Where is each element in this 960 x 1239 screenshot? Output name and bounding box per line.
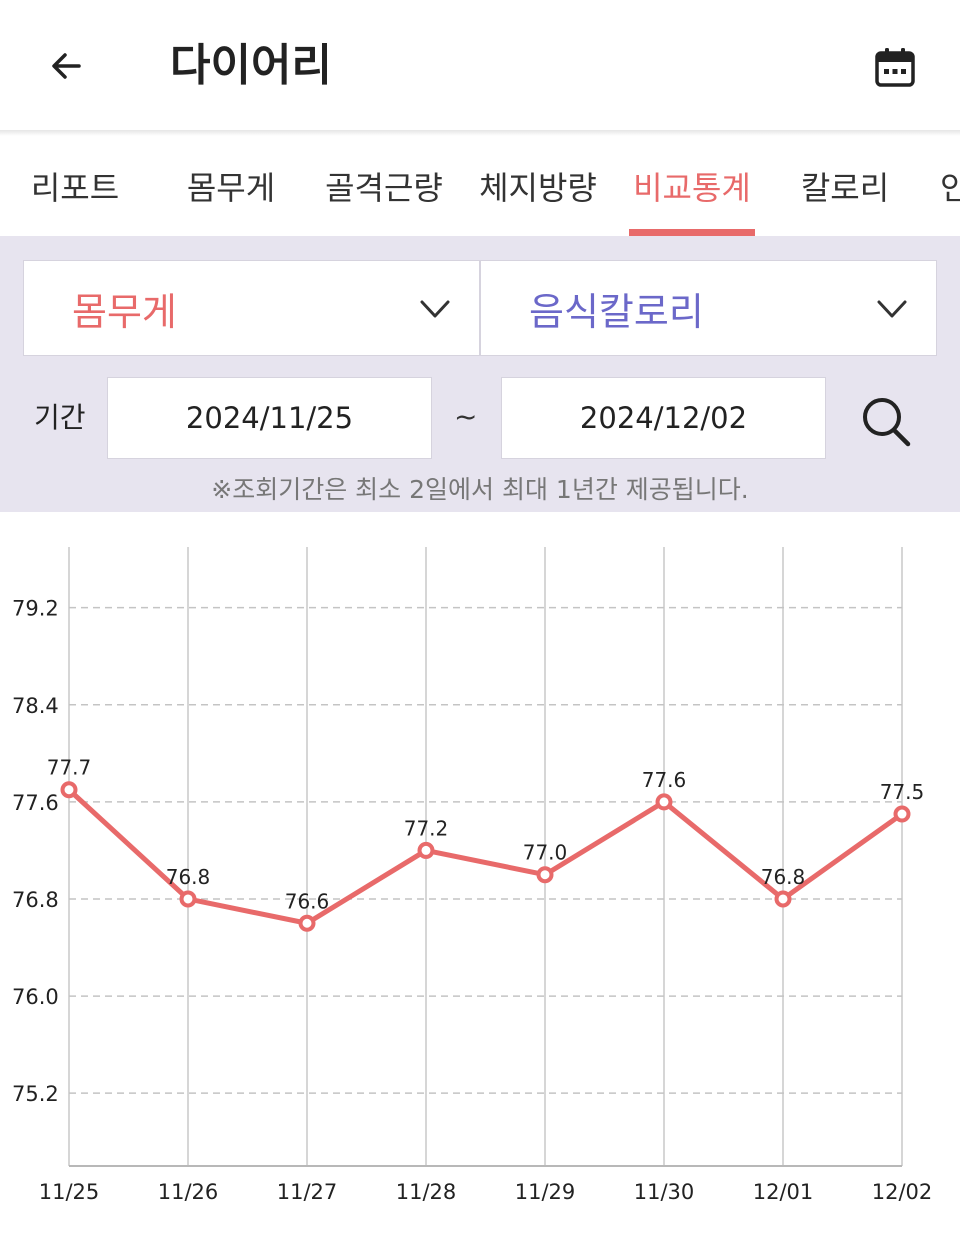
data-label: 76.8: [761, 865, 806, 889]
search-button[interactable]: [856, 392, 916, 452]
data-label: 76.8: [166, 865, 211, 889]
search-icon: [863, 398, 911, 447]
filter-panel: 몸무게 음식칼로리 기간 2024/11/25 ~ 2024/12/02 ※조회…: [0, 236, 960, 512]
tab-body-fat[interactable]: 체지방량: [479, 169, 597, 207]
tab-skeletal-muscle[interactable]: 골격근량: [325, 169, 443, 207]
right-metric-value: 음식칼로리: [529, 289, 704, 334]
calendar-button[interactable]: [866, 38, 924, 96]
compare-chart: 79.2 78.4 77.6 76.8 76.0 75.2 11/25 11/26 11/27 1…: [0, 512, 960, 1239]
x-tick-label: 11/25: [39, 1180, 100, 1204]
data-point[interactable]: [893, 805, 911, 823]
left-metric-value: 몸무게: [72, 289, 177, 334]
calendar-icon: [875, 48, 915, 87]
y-tick-label: 78.4: [12, 694, 59, 718]
y-tick-label: 76.8: [12, 888, 59, 912]
data-point[interactable]: [298, 914, 316, 932]
active-tab-indicator: [629, 229, 755, 236]
tab-compare-stats[interactable]: 비교통계: [633, 169, 751, 207]
data-point[interactable]: [655, 793, 673, 811]
data-label: 77.0: [523, 841, 568, 865]
data-label: 77.2: [404, 816, 449, 840]
period-notice: ※조회기간은 최소 2일에서 최대 1년간 제공됩니다.: [211, 475, 749, 504]
data-point[interactable]: [774, 890, 792, 908]
start-date-field[interactable]: 2024/11/25: [107, 377, 432, 459]
left-metric-select[interactable]: 몸무게: [23, 260, 480, 356]
series-line: [66, 787, 905, 926]
y-tick-label: 77.6: [12, 791, 59, 815]
data-point[interactable]: [536, 866, 554, 884]
back-button[interactable]: [40, 40, 92, 92]
tab-weight[interactable]: 몸무게: [186, 169, 276, 207]
tab-partial[interactable]: 인: [940, 169, 960, 207]
right-metric-select[interactable]: 음식칼로리: [480, 260, 937, 356]
x-tick-label: 11/28: [396, 1180, 457, 1204]
chevron-down-icon: [877, 300, 907, 318]
chevron-down-icon: [420, 300, 450, 318]
data-label: 77.7: [47, 756, 92, 780]
period-label: 기간: [34, 401, 86, 434]
x-tick-label: 11/29: [515, 1180, 576, 1204]
end-date-field[interactable]: 2024/12/02: [501, 377, 826, 459]
line-chart: 79.2 78.4 77.6 76.8 76.0 75.2 11/25 11/26 11/27 1…: [12, 547, 933, 1204]
y-tick-label: 79.2: [12, 597, 59, 621]
arrow-left-icon: [52, 53, 81, 79]
tab-bar: 리포트 몸무게 골격근량 체지방량 비교통계 칼로리 인: [0, 136, 960, 236]
data-point[interactable]: [417, 841, 435, 859]
data-label: 76.6: [285, 889, 330, 913]
x-tick-label: 12/02: [872, 1180, 933, 1204]
data-label: 77.6: [642, 768, 687, 792]
date-separator: ~: [454, 400, 478, 433]
x-tick-label: 11/30: [634, 1180, 695, 1204]
x-tick-label: 12/01: [753, 1180, 814, 1204]
y-tick-label: 76.0: [12, 985, 59, 1009]
data-point[interactable]: [60, 781, 78, 799]
header-shadow: [0, 130, 960, 136]
tab-report[interactable]: 리포트: [30, 169, 120, 207]
page-title: 다이어리: [170, 40, 332, 91]
x-tick-label: 11/27: [277, 1180, 338, 1204]
x-tick-label: 11/26: [158, 1180, 219, 1204]
tab-calories[interactable]: 칼로리: [800, 169, 890, 207]
app-header: 다이어리: [0, 0, 960, 130]
data-label: 77.5: [880, 780, 925, 804]
data-point[interactable]: [179, 890, 197, 908]
y-tick-label: 75.2: [12, 1082, 59, 1106]
